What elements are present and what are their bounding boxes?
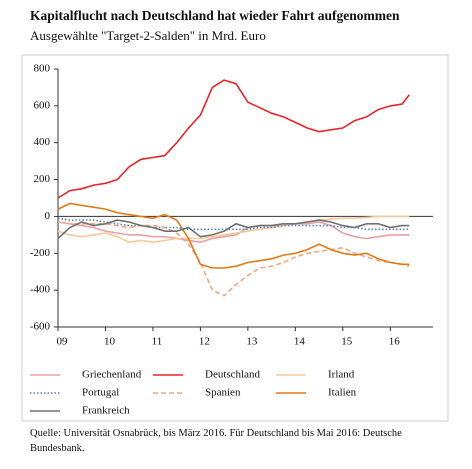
series-line	[57, 79, 410, 199]
y-tick-label: 800	[34, 63, 51, 75]
chart-subtitle: Ausgewählte "Target-2-Salden" in Mrd. Eu…	[30, 28, 266, 43]
frame	[21, 54, 449, 422]
x-tick-label: 16	[389, 336, 401, 348]
y-tick-label: 600	[34, 99, 51, 111]
legend-label: Frankreich	[82, 405, 130, 417]
x-tick-label: 11	[152, 336, 163, 348]
series-line	[57, 202, 410, 269]
series-line	[57, 219, 410, 240]
x-tick-label: 10	[104, 336, 116, 348]
x-tick-label: 15	[341, 336, 353, 348]
legend-label: Irland	[328, 369, 355, 381]
legend-label: Spanien	[205, 387, 241, 399]
series-line	[57, 215, 410, 244]
y-tick-label: 200	[34, 173, 51, 185]
series-line	[57, 221, 410, 297]
y-tick-label: -200	[30, 247, 51, 259]
y-tick-label: -600	[30, 321, 51, 333]
x-tick-label: 13	[246, 336, 258, 348]
y-tick-label: 0	[45, 210, 51, 222]
y-tick-label: -400	[30, 284, 51, 296]
y-tick-label: 400	[34, 136, 51, 148]
chart-title: Kapitalflucht nach Deutschland hat wiede…	[30, 8, 400, 23]
source-note: Quelle: Universität Osnabrück, bis März …	[30, 428, 402, 454]
legend-label: Portugal	[82, 387, 119, 399]
series-line	[57, 221, 410, 244]
x-tick-label: 14	[294, 336, 306, 348]
x-tick-label: 12	[199, 336, 210, 348]
x-tick-label: 09	[57, 336, 69, 348]
legend-label: Italien	[328, 387, 357, 399]
legend-label: Griechenland	[82, 369, 142, 381]
legend-label: Deutschland	[205, 369, 260, 381]
